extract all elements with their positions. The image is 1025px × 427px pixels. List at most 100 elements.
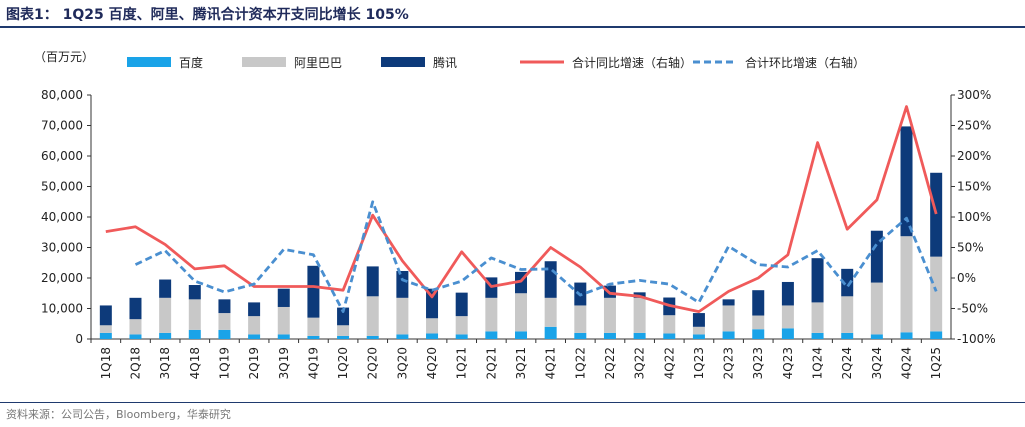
chart-title: 图表1： 1Q25 百度、阿里、腾讯合计资本开支同比增长 105% <box>6 7 409 23</box>
bar-segment <box>752 315 765 330</box>
bar-segment <box>307 265 320 318</box>
legend-label: 阿里巴巴 <box>294 56 342 70</box>
x-tick-label: 4Q19 <box>306 347 320 379</box>
bar-segment <box>99 325 112 333</box>
x-tick-label: 2Q23 <box>722 347 736 379</box>
bar-segment <box>544 297 557 327</box>
bar-segment <box>455 292 468 317</box>
source-note: 资料来源：公司公告，Bloomberg，华泰研究 <box>6 408 231 421</box>
bar-segment <box>811 302 824 333</box>
bar-segment <box>218 299 231 314</box>
bar-segment <box>870 282 883 335</box>
bar-segment <box>159 279 172 298</box>
bar-segment <box>722 299 735 306</box>
bar-segment <box>99 305 112 326</box>
bar-segment <box>930 172 943 257</box>
bar-segment <box>248 302 261 317</box>
bar-segment <box>337 325 350 336</box>
x-tick-label: 3Q21 <box>514 347 528 379</box>
bar-segment <box>870 334 883 339</box>
bar-segment <box>159 332 172 339</box>
bar-segment <box>841 268 854 297</box>
bar-segment <box>455 334 468 339</box>
bar-segment <box>752 329 765 339</box>
bar-segment <box>426 318 439 334</box>
bar-segment <box>277 334 290 339</box>
x-tick-label: 1Q21 <box>455 347 469 379</box>
legend-swatch <box>242 57 286 67</box>
bar-segment <box>396 334 409 339</box>
x-tick-label: 1Q25 <box>929 347 943 379</box>
legend-label: 百度 <box>179 55 203 70</box>
left-tick-label: 0 <box>75 332 83 346</box>
bar-segment <box>544 261 557 298</box>
x-tick-label: 1Q18 <box>99 347 113 379</box>
x-tick-label: 4Q21 <box>544 347 558 379</box>
bar-segment <box>900 332 913 339</box>
bar-segment <box>248 316 261 335</box>
left-tick-label: 70,000 <box>41 119 83 133</box>
x-tick-label: 2Q24 <box>840 347 854 379</box>
bar-segment <box>218 313 231 330</box>
x-tick-label: 3Q22 <box>633 347 647 379</box>
legend-swatch <box>127 57 171 67</box>
bar-segment <box>841 296 854 333</box>
chart-axes: 0 10,000 20,000 30,000 40,000 50,000 60,000 70,… <box>41 88 996 379</box>
bar-segment <box>426 288 439 319</box>
bar-segment <box>752 290 765 316</box>
bar-segment <box>366 335 379 339</box>
bar-segment <box>930 256 943 332</box>
bar-segment <box>99 332 112 339</box>
legend-swatch <box>381 57 425 67</box>
x-tick-label: 4Q22 <box>662 347 676 379</box>
bar-segment <box>692 326 705 335</box>
legend-label: 合计同比增速（右轴） <box>572 55 692 70</box>
legend-label: 合计环比增速（右轴） <box>745 55 865 70</box>
bar-segment <box>633 332 646 339</box>
yoy-growth-line <box>105 105 938 313</box>
x-tick-label: 4Q18 <box>188 347 202 379</box>
bar-segment <box>337 335 350 339</box>
bar-segment <box>692 334 705 339</box>
chart-canvas: 0 10,000 20,000 30,000 40,000 50,000 60,000 70,… <box>41 55 996 379</box>
bar-segment <box>781 281 794 306</box>
x-tick-label: 1Q24 <box>811 347 825 379</box>
x-tick-label: 2Q21 <box>484 347 498 379</box>
bar-segment <box>307 335 320 339</box>
x-tick-label: 2Q19 <box>247 347 261 379</box>
bar-segment <box>722 305 735 332</box>
bar-segment <box>781 328 794 339</box>
qoq-growth-line <box>134 200 938 313</box>
x-tick-label: 3Q18 <box>158 347 172 379</box>
chart-legend: 百度 阿里巴巴 腾讯 合计同比增速（右轴） 合计环比增速（右轴） <box>127 55 865 70</box>
bar-segment <box>811 258 824 303</box>
x-tick-label: 3Q19 <box>277 347 291 379</box>
x-tick-label: 1Q22 <box>573 347 587 379</box>
bar-segment <box>900 126 913 237</box>
bar-segment <box>870 230 883 283</box>
bar-segment <box>515 331 527 339</box>
right-tick-label: -100% <box>957 332 996 346</box>
x-tick-label: 3Q20 <box>395 347 409 379</box>
unit-label: （百万元） <box>34 50 95 64</box>
bar-segment <box>277 306 290 335</box>
right-tick-label: 300% <box>957 88 991 102</box>
right-tick-label: -50% <box>957 302 988 316</box>
left-tick-label: 10,000 <box>41 302 83 316</box>
left-tick-label: 50,000 <box>41 180 83 194</box>
bar-segment <box>633 297 646 333</box>
bar-segment <box>722 331 735 339</box>
legend-label: 腾讯 <box>433 55 457 70</box>
bar-segment <box>544 326 557 339</box>
x-tick-label: 4Q24 <box>900 347 914 379</box>
left-tick-label: 80,000 <box>41 88 83 102</box>
right-tick-label: 250% <box>957 119 991 133</box>
bar-segment <box>129 334 142 339</box>
right-tick-label: 200% <box>957 149 991 163</box>
bar-segment <box>841 332 854 339</box>
bar-segment <box>811 332 824 339</box>
bar-segment <box>248 334 261 339</box>
title-divider <box>0 26 1025 28</box>
bar-segment <box>603 297 616 333</box>
x-tick-label: 2Q22 <box>603 347 617 379</box>
